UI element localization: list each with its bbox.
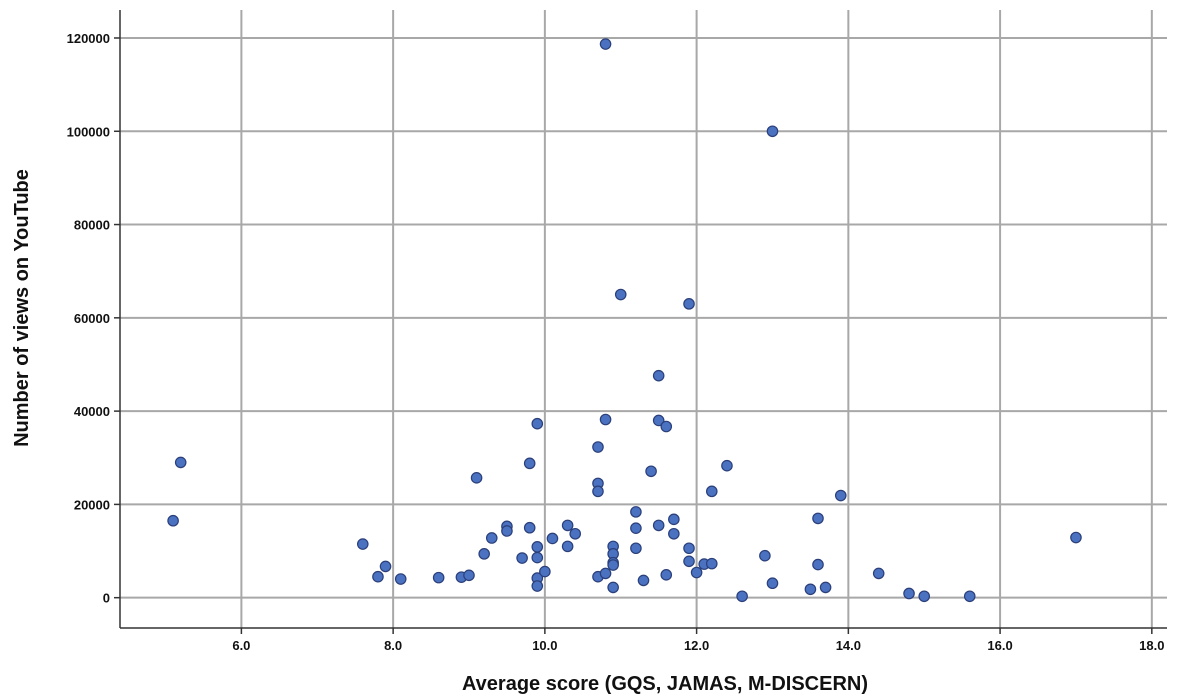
- y-tick-label: 20000: [74, 497, 110, 512]
- data-point: [592, 485, 604, 498]
- data-point: [652, 519, 665, 532]
- data-point: [683, 298, 695, 310]
- axes: [114, 10, 1167, 634]
- data-point: [478, 548, 490, 560]
- data-point: [174, 456, 187, 469]
- data-point: [501, 525, 513, 537]
- data-point: [812, 512, 824, 525]
- data-point: [766, 577, 779, 590]
- data-point: [637, 574, 650, 587]
- data-point: [523, 457, 536, 470]
- data-point: [1070, 531, 1082, 544]
- data-point: [812, 558, 824, 571]
- data-point: [834, 489, 847, 502]
- y-tick-label: 40000: [74, 404, 110, 419]
- y-axis-title: Number of views on YouTube: [11, 169, 33, 447]
- data-point: [372, 570, 384, 583]
- data-point: [599, 38, 612, 50]
- data-point: [736, 590, 748, 603]
- data-point: [356, 538, 369, 550]
- data-point: [652, 414, 665, 427]
- x-tick-label: 12.0: [684, 638, 709, 653]
- data-point: [485, 532, 498, 544]
- x-tick-label: 8.0: [384, 638, 402, 653]
- data-point: [668, 513, 680, 526]
- data-point: [630, 522, 642, 534]
- data-point: [523, 521, 536, 534]
- data-point: [546, 532, 559, 545]
- data-point: [630, 506, 642, 518]
- data-point: [668, 527, 680, 540]
- data-point: [759, 549, 771, 562]
- y-tick-labels: 0 20000 40000 60000 80000 100000 120000: [67, 31, 110, 606]
- data-point: [607, 581, 619, 594]
- data-point: [569, 527, 582, 540]
- data-point: [652, 369, 665, 382]
- data-point: [683, 542, 695, 555]
- data-point: [804, 583, 817, 596]
- data-point: [690, 566, 703, 579]
- x-tick-label: 18.0: [1139, 638, 1164, 653]
- data-point: [645, 465, 657, 478]
- gridlines: [120, 10, 1167, 628]
- x-tick-label: 6.0: [232, 638, 250, 653]
- y-tick-label: 60000: [74, 311, 110, 326]
- data-point: [963, 590, 976, 603]
- data-point: [531, 541, 544, 553]
- data-point: [660, 420, 673, 433]
- data-point: [607, 559, 619, 571]
- x-tick-label: 16.0: [987, 638, 1012, 653]
- y-tick-label: 80000: [74, 218, 110, 233]
- data-point: [903, 587, 915, 600]
- x-tick-label: 10.0: [532, 638, 557, 653]
- data-point: [918, 590, 931, 603]
- data-point: [599, 567, 612, 580]
- data-point: [819, 581, 832, 594]
- data-point: [167, 514, 179, 527]
- data-point: [614, 288, 627, 301]
- data-point: [539, 565, 551, 578]
- data-point: [592, 441, 604, 453]
- data-point: [516, 552, 528, 564]
- data-point: [683, 555, 695, 568]
- data-point: [531, 580, 544, 592]
- data-point: [463, 569, 475, 582]
- data-point: [660, 569, 673, 581]
- data-points: [167, 38, 1082, 603]
- data-point: [394, 573, 407, 585]
- x-tick-labels: 6.0 8.0 10.0 12.0 14.0 16.0 18.0: [232, 638, 1164, 653]
- data-point: [705, 557, 718, 570]
- data-point: [705, 485, 718, 498]
- data-point: [721, 459, 733, 472]
- data-point: [766, 125, 779, 138]
- data-point: [470, 472, 483, 484]
- x-axis-title: Average score (GQS, JAMAS, M-DISCERN): [462, 673, 868, 695]
- y-tick-label: 100000: [67, 124, 110, 139]
- y-tick-label: 120000: [67, 31, 110, 46]
- y-tick-label: 0: [103, 591, 110, 606]
- data-point: [531, 551, 544, 564]
- data-point: [561, 519, 574, 532]
- data-point: [630, 542, 642, 555]
- data-point: [561, 540, 574, 553]
- data-point: [872, 567, 885, 580]
- data-point: [432, 571, 445, 584]
- data-point: [379, 560, 392, 573]
- x-tick-label: 14.0: [836, 638, 861, 653]
- data-point: [531, 417, 544, 430]
- data-point: [599, 413, 612, 426]
